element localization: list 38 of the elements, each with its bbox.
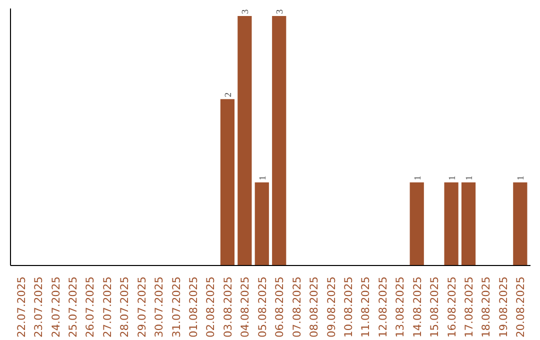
x-tick-label: 18.08.2025	[480, 276, 493, 338]
x-tick-label: 17.08.2025	[462, 276, 476, 338]
data-label: 1	[465, 175, 476, 180]
x-tick-label: 10.08.2025	[342, 276, 355, 338]
x-tick-label: 02.08.2025	[204, 276, 218, 338]
x-tick-label: 27.07.2025	[100, 276, 114, 338]
x-tick-label: 24.07.2025	[49, 276, 62, 338]
data-label: 2	[224, 92, 234, 98]
x-tick-label: 06.08.2025	[273, 276, 286, 338]
x-tick-label: 11.08.2025	[359, 276, 372, 338]
x-tick-label: 05.08.2025	[256, 276, 269, 338]
x-tick-label: 29.07.2025	[135, 276, 148, 338]
x-tick-label: 12.08.2025	[376, 276, 390, 338]
x-tick-label: 07.08.2025	[290, 276, 304, 338]
x-tick-label: 30.07.2025	[152, 276, 166, 338]
x-tick-label: 25.07.2025	[66, 276, 80, 338]
x-tick-label: 16.08.2025	[445, 276, 458, 338]
data-label: 1	[258, 175, 268, 180]
x-tick-label: 31.07.2025	[170, 276, 183, 338]
x-tick-label: 28.07.2025	[118, 276, 132, 338]
x-tick-label: 03.08.2025	[221, 276, 234, 338]
x-tick-label: 14.08.2025	[410, 276, 424, 338]
x-tick-label: 15.08.2025	[428, 276, 442, 338]
x-tick-label: 22.07.2025	[14, 276, 28, 338]
data-label: 3	[241, 8, 252, 14]
x-tick-label: 09.08.2025	[324, 276, 338, 338]
x-tick-label: 23.07.2025	[32, 276, 46, 338]
x-tick-label: 19.08.2025	[496, 276, 510, 338]
x-tick-label: 13.08.2025	[394, 276, 407, 338]
x-tick-label: 08.08.2025	[308, 276, 321, 338]
x-tick-label: 04.08.2025	[238, 276, 252, 338]
x-tick-label: 01.08.2025	[187, 276, 200, 338]
x-tick-label: 26.07.2025	[84, 276, 97, 338]
data-label: 3	[276, 8, 286, 14]
data-label: 1	[516, 175, 527, 180]
data-label: 1	[413, 175, 424, 180]
data-label: 1	[448, 175, 458, 180]
x-tick-label: 20.08.2025	[514, 276, 528, 338]
